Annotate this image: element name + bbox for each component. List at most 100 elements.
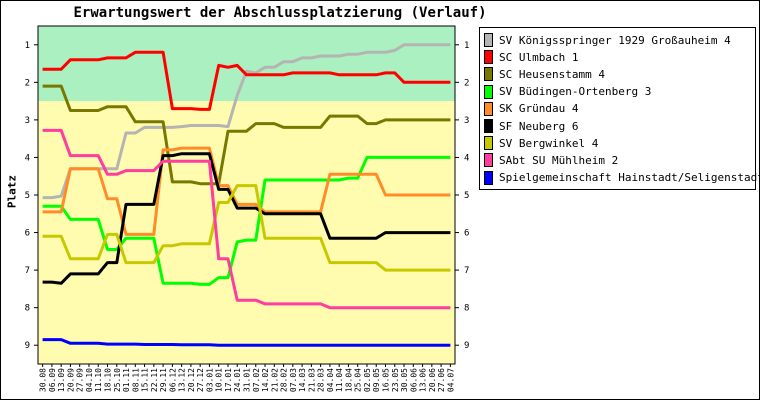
legend-label-6: SV Bergwinkel 4 [499, 136, 599, 150]
x-tick-label-27: 07.03 [289, 368, 298, 392]
x-tick-label-13: 29.11 [159, 368, 168, 392]
y-tick-label-left-5: 6 [25, 229, 30, 239]
y-tick-label-right-2: 3 [464, 116, 469, 126]
legend-item-6: SV Bergwinkel 4 [484, 135, 598, 151]
legend-label-4: SK Gründau 4 [499, 102, 579, 116]
legend-item-5: SF Neuberg 6 [484, 118, 578, 134]
legend-label-0: SV Königsspringer 1929 Großauheim 4 [499, 33, 731, 47]
legend-item-3: SV Büdingen-Ortenberg 3 [484, 84, 651, 100]
legend-swatch-5 [484, 119, 493, 133]
y-tick-label-right-7: 8 [464, 304, 469, 314]
x-tick-label-22: 31.01 [243, 368, 252, 392]
legend-item-2: SC Heusenstamm 4 [484, 66, 605, 82]
legend-item-1: SC Ulmbach 1 [484, 49, 578, 65]
y-tick-label-left-2: 3 [25, 116, 30, 126]
series-line-4 [42, 146, 451, 236]
legend-swatch-6 [484, 136, 493, 151]
legend-label-5: SF Neuberg 6 [499, 119, 579, 133]
y-tick-label-left-7: 8 [25, 304, 30, 314]
series-line-0 [42, 43, 451, 200]
x-tick-label-33: 18.04 [344, 368, 353, 392]
y-tick-label-left-8: 9 [25, 341, 30, 351]
legend-item-4: SK Gründau 4 [484, 101, 578, 117]
x-tick-label-37: 16.05 [382, 368, 391, 392]
legend-swatch-2 [484, 67, 493, 82]
x-tick-label-9: 01.11 [122, 368, 131, 392]
legend-item-0: SV Königsspringer 1929 Großauheim 4 [484, 32, 731, 48]
series-line-3 [42, 155, 451, 286]
legend-label-1: SC Ulmbach 1 [499, 50, 579, 64]
series-line-6 [42, 184, 451, 272]
axes: 1 12 23 34 45 56 67 78 89 930.08 06.09 13.09 20.09 27… [25, 25, 469, 392]
y-tick-label-right-5: 6 [464, 229, 469, 239]
x-tick-label-2: 13.09 [57, 368, 66, 392]
x-tick-label-10: 08.11 [131, 368, 140, 392]
x-tick-label-8: 25.10 [113, 368, 122, 392]
x-tick-label-5: 04.10 [85, 368, 94, 392]
legend-label-2: SC Heusenstamm 4 [499, 67, 605, 81]
x-tick-label-21: 24.01 [233, 368, 242, 392]
series-line-8 [42, 338, 451, 347]
y-tick-label-right-3: 4 [464, 153, 469, 163]
x-tick-label-15: 13.12 [178, 368, 187, 392]
x-tick-label-43: 27.06 [437, 368, 446, 392]
legend-swatch-7 [484, 153, 493, 168]
legend-swatch-8 [484, 170, 493, 185]
x-tick-label-20: 17.01 [224, 368, 233, 392]
series-lines [42, 43, 451, 347]
x-tick-label-16: 20.12 [187, 368, 196, 392]
y-tick-label-right-0: 1 [464, 41, 469, 51]
x-tick-label-42: 20.06 [428, 368, 437, 392]
x-tick-label-40: 06.06 [409, 368, 418, 392]
series-line-2 [42, 84, 451, 186]
y-tick-label-left-4: 5 [25, 191, 30, 201]
x-tick-label-1: 06.09 [48, 368, 57, 392]
x-tick-label-0: 30.08 [39, 368, 48, 392]
x-tick-label-41: 13.06 [419, 368, 428, 392]
legend-label-7: SAbt SU Mühlheim 2 [499, 153, 619, 167]
x-tick-label-26: 28.02 [280, 368, 289, 392]
x-tick-label-30: 28.03 [317, 368, 326, 392]
legend-swatch-3 [484, 84, 493, 99]
legend-label-8: Spielgemeinschaft Hainstadt/Seligenstadt… [499, 171, 760, 185]
background-band-0 [38, 26, 455, 102]
legend-swatch-4 [484, 101, 493, 116]
y-tick-label-left-3: 4 [25, 153, 30, 163]
series-line-5 [42, 152, 451, 285]
y-tick-label-left-0: 1 [25, 41, 30, 51]
y-tick-label-right-6: 7 [464, 266, 469, 276]
x-tick-label-24: 14.02 [261, 368, 270, 392]
x-tick-label-18: 03.01 [205, 368, 214, 392]
x-tick-label-7: 18.10 [104, 368, 113, 392]
x-tick-label-31: 04.04 [326, 368, 335, 392]
series-line-1 [42, 50, 451, 111]
x-tick-label-44: 04.07 [446, 368, 455, 392]
x-tick-label-6: 11.10 [94, 368, 103, 392]
x-tick-label-38: 23.05 [391, 368, 400, 392]
x-tick-label-25: 21.02 [270, 368, 279, 392]
y-tick-label-right-8: 9 [464, 341, 469, 351]
y-tick-label-right-1: 2 [464, 78, 469, 88]
series-line-7 [42, 128, 451, 310]
x-tick-label-32: 11.04 [335, 368, 344, 392]
legend-swatch-0 [484, 33, 493, 47]
x-tick-label-17: 27.12 [196, 368, 205, 392]
chart-title: Erwartungswert der Abschlussplatzierung … [73, 5, 487, 21]
x-tick-label-36: 09.05 [372, 368, 381, 392]
y-tick-label-left-6: 7 [25, 266, 30, 276]
x-tick-label-28: 14.03 [298, 368, 307, 392]
legend-swatch-1 [484, 50, 493, 65]
x-tick-label-23: 07.02 [252, 368, 261, 392]
x-tick-label-14: 06.12 [168, 368, 177, 392]
x-tick-label-29: 21.03 [307, 368, 316, 392]
x-tick-label-4: 27.09 [76, 368, 85, 392]
x-tick-label-35: 02.05 [363, 368, 372, 392]
legend: SV Königsspringer 1929 Großauheim 4 SC Ul… [479, 27, 760, 190]
x-tick-label-12: 22.11 [150, 368, 159, 392]
y-tick-label-right-4: 5 [464, 191, 469, 201]
x-tick-label-19: 10.01 [215, 368, 224, 392]
x-tick-label-3: 20.09 [66, 368, 75, 392]
legend-item-7: SAbt SU Mühlheim 2 [484, 152, 618, 168]
y-tick-label-left-1: 2 [25, 78, 30, 88]
